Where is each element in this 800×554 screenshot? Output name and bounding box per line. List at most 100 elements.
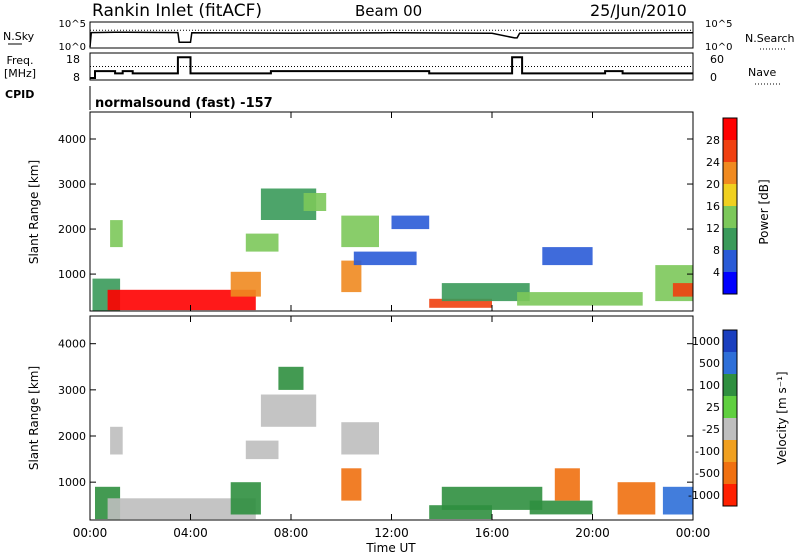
power-region-10 xyxy=(391,215,430,230)
cpid-value: normalsound (fast) -157 xyxy=(95,96,273,111)
velocity-colorbar-tick: -100 xyxy=(695,445,720,458)
velocity-colorbar-frame xyxy=(722,329,738,507)
velocity-yaxis: 1000 2000 3000 4000 xyxy=(58,338,693,489)
time-tick-label: 20:00 xyxy=(575,526,610,540)
velocity-colorbar-swatch xyxy=(723,484,737,506)
power-region-14 xyxy=(542,247,593,266)
power-ylabel: Slant Range [km] xyxy=(27,160,41,264)
velocity-region-4 xyxy=(245,440,279,460)
velocity-colorbar-swatch xyxy=(723,352,737,374)
velocity-region-13 xyxy=(617,482,656,515)
power-data-regions xyxy=(92,188,693,311)
velocity-ytick-label: 2000 xyxy=(58,430,86,443)
station-title: Rankin Inlet (fitACF) xyxy=(92,1,262,21)
nsky-series-line xyxy=(89,31,694,48)
velocity-data-regions xyxy=(95,366,693,520)
velocity-colorbar-label: Velocity [m s⁻¹] xyxy=(775,371,789,464)
velocity-region-6 xyxy=(278,366,304,390)
velocity-colorbar-swatch xyxy=(723,440,737,462)
velocity-ytick-label: 1000 xyxy=(58,476,86,489)
nsky-frame xyxy=(89,21,694,49)
power-region-6 xyxy=(303,193,327,211)
velocity-ytick-label: 3000 xyxy=(58,384,86,397)
freq-tick-top: 18 xyxy=(66,53,80,66)
nsky-strip: N.Sky 10^5 10^0 10^5 10^0 N.Search xyxy=(3,19,795,53)
power-ytick-label: 1000 xyxy=(58,268,86,281)
date-title: 25/Jun/2010 xyxy=(590,1,687,20)
time-tick-label: 12:00 xyxy=(374,526,409,540)
velocity-colorbar-tick: -25 xyxy=(702,423,720,436)
velocity-frame xyxy=(89,315,694,521)
power-colorbar-swatch xyxy=(723,118,737,140)
velocity-region-12 xyxy=(554,468,580,501)
power-ytick-label: 4000 xyxy=(58,133,86,146)
velocity-colorbar-tick: 100 xyxy=(699,379,720,392)
power-region-2 xyxy=(110,220,123,248)
power-region-3 xyxy=(230,271,261,297)
power-colorbar-frame xyxy=(722,117,738,295)
velocity-colorbar-swatch xyxy=(723,396,737,418)
velocity-colorbar-tick: -1000 xyxy=(688,489,720,502)
power-colorbar-swatch xyxy=(723,162,737,184)
freq-tick-bottom: 8 xyxy=(73,71,80,84)
velocity-colorbar-swatch xyxy=(723,462,737,484)
velocity-region-7 xyxy=(341,422,379,455)
velocity-colorbar-swatch xyxy=(723,418,737,440)
velocity-colorbar-tick: -500 xyxy=(695,467,720,480)
power-yaxis: 1000 2000 3000 4000 xyxy=(58,133,693,281)
time-tick-label: 00:00 xyxy=(73,526,108,540)
power-region-12 xyxy=(441,283,530,302)
power-region-7 xyxy=(341,215,379,248)
power-region-8 xyxy=(341,260,362,293)
beam-title: Beam 00 xyxy=(355,2,422,20)
power-ytick-label: 2000 xyxy=(58,223,86,236)
power-colorbar-tick: 4 xyxy=(713,266,720,279)
power-region-11 xyxy=(429,298,492,308)
power-region-16 xyxy=(672,283,693,297)
nsearch-tick-top: 10^5 xyxy=(705,19,732,30)
power-region-9 xyxy=(353,251,417,266)
nsearch-tick-bottom: 10^0 xyxy=(705,42,732,53)
power-colorbar-label: Power [dB] xyxy=(757,179,771,244)
power-colorbar-swatch xyxy=(723,184,737,206)
time-axis: 00:00 04:00 08:00 12:00 16:00 20:00 00:00 xyxy=(73,112,711,540)
power-colorbar-swatch xyxy=(723,250,737,272)
time-tick-label: 16:00 xyxy=(475,526,510,540)
time-axis-label: Time UT xyxy=(365,541,416,554)
velocity-region-14 xyxy=(662,486,693,515)
velocity-colorbar-tick: 1000 xyxy=(692,335,720,348)
power-colorbar-tick: 24 xyxy=(706,156,720,169)
nave-label: Nave xyxy=(748,66,776,79)
freq-strip: Freq. [MHz] 18 8 60 0 Nave xyxy=(4,52,780,85)
velocity-region-11 xyxy=(529,500,593,515)
velocity-region-3 xyxy=(230,482,261,515)
power-colorbar-tick: 8 xyxy=(713,244,720,257)
velocity-region-2 xyxy=(110,426,123,455)
nave-tick-top: 60 xyxy=(710,53,724,66)
power-colorbar-swatch xyxy=(723,140,737,162)
power-colorbar-tick: 16 xyxy=(706,200,720,213)
velocity-panel: 1000 2000 3000 4000 Slant Range [km] 1000 50… xyxy=(27,315,789,521)
time-tick-label: 04:00 xyxy=(173,526,208,540)
freq-label-2: [MHz] xyxy=(4,67,36,80)
time-tick-label: 08:00 xyxy=(274,526,309,540)
power-colorbar: 4 8 12 16 20 24 28 xyxy=(706,117,738,295)
velocity-ytick-label: 4000 xyxy=(58,338,86,351)
power-region-1 xyxy=(107,289,256,311)
velocity-region-5 xyxy=(260,394,317,427)
power-colorbar-swatch xyxy=(723,272,737,294)
velocity-colorbar-swatch xyxy=(723,330,737,352)
power-colorbar-swatch xyxy=(723,228,737,250)
velocity-region-8 xyxy=(341,468,362,501)
freq-series-line xyxy=(90,56,693,79)
time-tick-label: 00:00 xyxy=(676,526,711,540)
velocity-region-1 xyxy=(107,498,256,520)
nave-tick-bottom: 0 xyxy=(710,71,717,84)
power-colorbar-tick: 28 xyxy=(706,134,720,147)
power-colorbar-tick: 20 xyxy=(706,178,720,191)
power-colorbar-swatch xyxy=(723,206,737,228)
power-colorbar-tick: 12 xyxy=(706,222,720,235)
nsky-label: N.Sky xyxy=(3,30,35,43)
nsky-tick-bottom: 10^0 xyxy=(59,42,86,53)
